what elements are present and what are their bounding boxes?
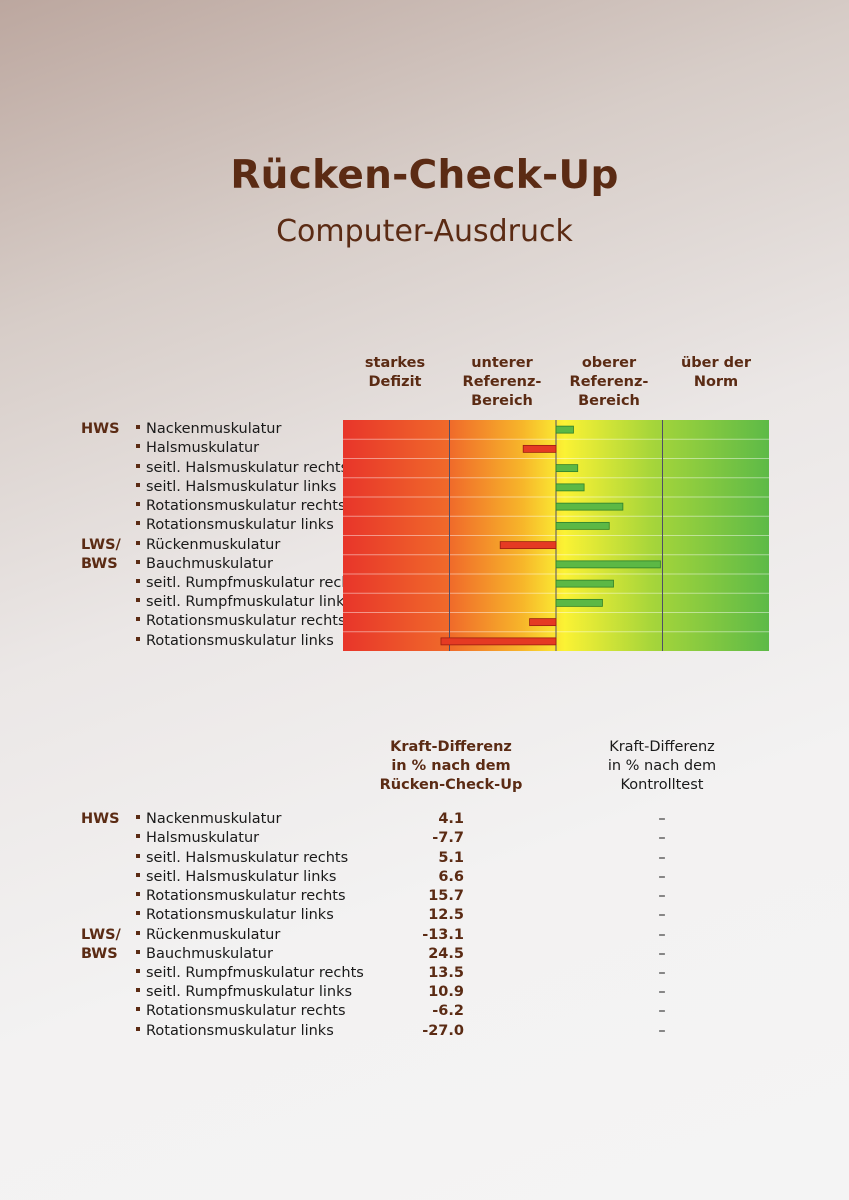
table-value: -27.0 (422, 1023, 464, 1039)
table-value: 5.1 (438, 850, 464, 866)
chart-bar (529, 618, 557, 627)
table-value: -6.2 (432, 1003, 464, 1019)
table-row-label: seitl. Halsmuskulatur rechts (136, 849, 348, 868)
table-row-label: Rotationsmuskulatur links (136, 1022, 334, 1041)
table-value: 6.6 (438, 869, 464, 885)
chart-bar (555, 579, 614, 588)
control-value: – (658, 1003, 666, 1019)
page-subtitle: Computer-Ausdruck (276, 214, 573, 249)
group-label-hws: HWS (81, 421, 120, 437)
chart-bar (555, 598, 603, 607)
table-value: 4.1 (438, 811, 464, 827)
chart-row-label: Rotationsmuskulatur rechts (136, 612, 346, 631)
chart-row-label: Nackenmuskulatur (136, 420, 281, 439)
table-group-label-lws-bws: LWS/ BWS (81, 927, 121, 963)
chart-bar (555, 560, 661, 569)
table-row-label: Rückenmuskulatur (136, 926, 280, 945)
chart-bar (522, 444, 557, 453)
chart-row-label: seitl. Rumpfmuskulatur links (136, 593, 352, 612)
chart-bar (555, 483, 585, 492)
chart-row-label: Rotationsmuskulatur links (136, 632, 334, 651)
group-label-lws-bws: LWS/ BWS (81, 537, 121, 573)
chart-row-label: Rotationsmuskulatur rechts (136, 497, 346, 516)
table-value: -13.1 (422, 927, 464, 943)
control-value: – (658, 984, 666, 1000)
table-row-label: Rotationsmuskulatur rechts (136, 887, 346, 906)
zone-header-unterer-referenzbereich: unterer Referenz- Bereich (462, 355, 542, 409)
table-value: 10.9 (428, 984, 464, 1000)
chart-row-label: Rückenmuskulatur (136, 536, 280, 555)
table-row-label: seitl. Rumpfmuskulatur rechts (136, 964, 364, 983)
control-value: – (658, 850, 666, 866)
table-header-check-up: Kraft-Differenz in % nach dem Rücken-Che… (379, 739, 523, 793)
table-row-label: Rotationsmuskulatur rechts (136, 1002, 346, 1021)
table-row-label: Halsmuskulatur (136, 829, 259, 848)
control-value: – (658, 1023, 666, 1039)
control-value: – (658, 830, 666, 846)
table-group-label-hws: HWS (81, 811, 120, 827)
chart-row-label: Rotationsmuskulatur links (136, 516, 334, 535)
table-value: 24.5 (428, 946, 464, 962)
chart-row-label: Halsmuskulatur (136, 439, 259, 458)
chart-row-label: Bauchmuskulatur (136, 555, 273, 574)
table-value: 15.7 (428, 888, 464, 904)
table-row-label: Bauchmuskulatur (136, 945, 273, 964)
zone-header-oberer-referenzbereich: oberer Referenz- Bereich (569, 355, 649, 409)
chart-row-label: seitl. Halsmuskulatur links (136, 478, 336, 497)
chart-row-label: seitl. Halsmuskulatur rechts (136, 459, 348, 478)
zone-header-ueber-der-norm: über der Norm (680, 355, 752, 390)
page-title: Rücken-Check-Up (230, 153, 619, 198)
control-value: – (658, 811, 666, 827)
chart-bar (555, 464, 579, 473)
table-row-label: Rotationsmuskulatur links (136, 906, 334, 925)
table-row-label: seitl. Halsmuskulatur links (136, 868, 336, 887)
table-value: 13.5 (428, 965, 464, 981)
table-row-label: seitl. Rumpfmuskulatur links (136, 983, 352, 1002)
control-value: – (658, 965, 666, 981)
chart-bar (555, 521, 610, 530)
table-header-kontrolltest: Kraft-Differenz in % nach dem Kontrollte… (607, 739, 717, 793)
control-value: – (658, 907, 666, 923)
zone-header-starkes-defizit: starkes Defizit (364, 355, 426, 390)
chart-bar (555, 502, 624, 511)
table-row-label: Nackenmuskulatur (136, 810, 281, 829)
chart-bar (499, 541, 557, 550)
chart-bar (440, 637, 557, 646)
table-value: -7.7 (432, 830, 464, 846)
table-value: 12.5 (428, 907, 464, 923)
control-value: – (658, 927, 666, 943)
control-value: – (658, 869, 666, 885)
chart-row-label: seitl. Rumpfmuskulatur rechts (136, 574, 364, 593)
chart-bar (555, 425, 574, 434)
control-value: – (658, 888, 666, 904)
control-value: – (658, 946, 666, 962)
